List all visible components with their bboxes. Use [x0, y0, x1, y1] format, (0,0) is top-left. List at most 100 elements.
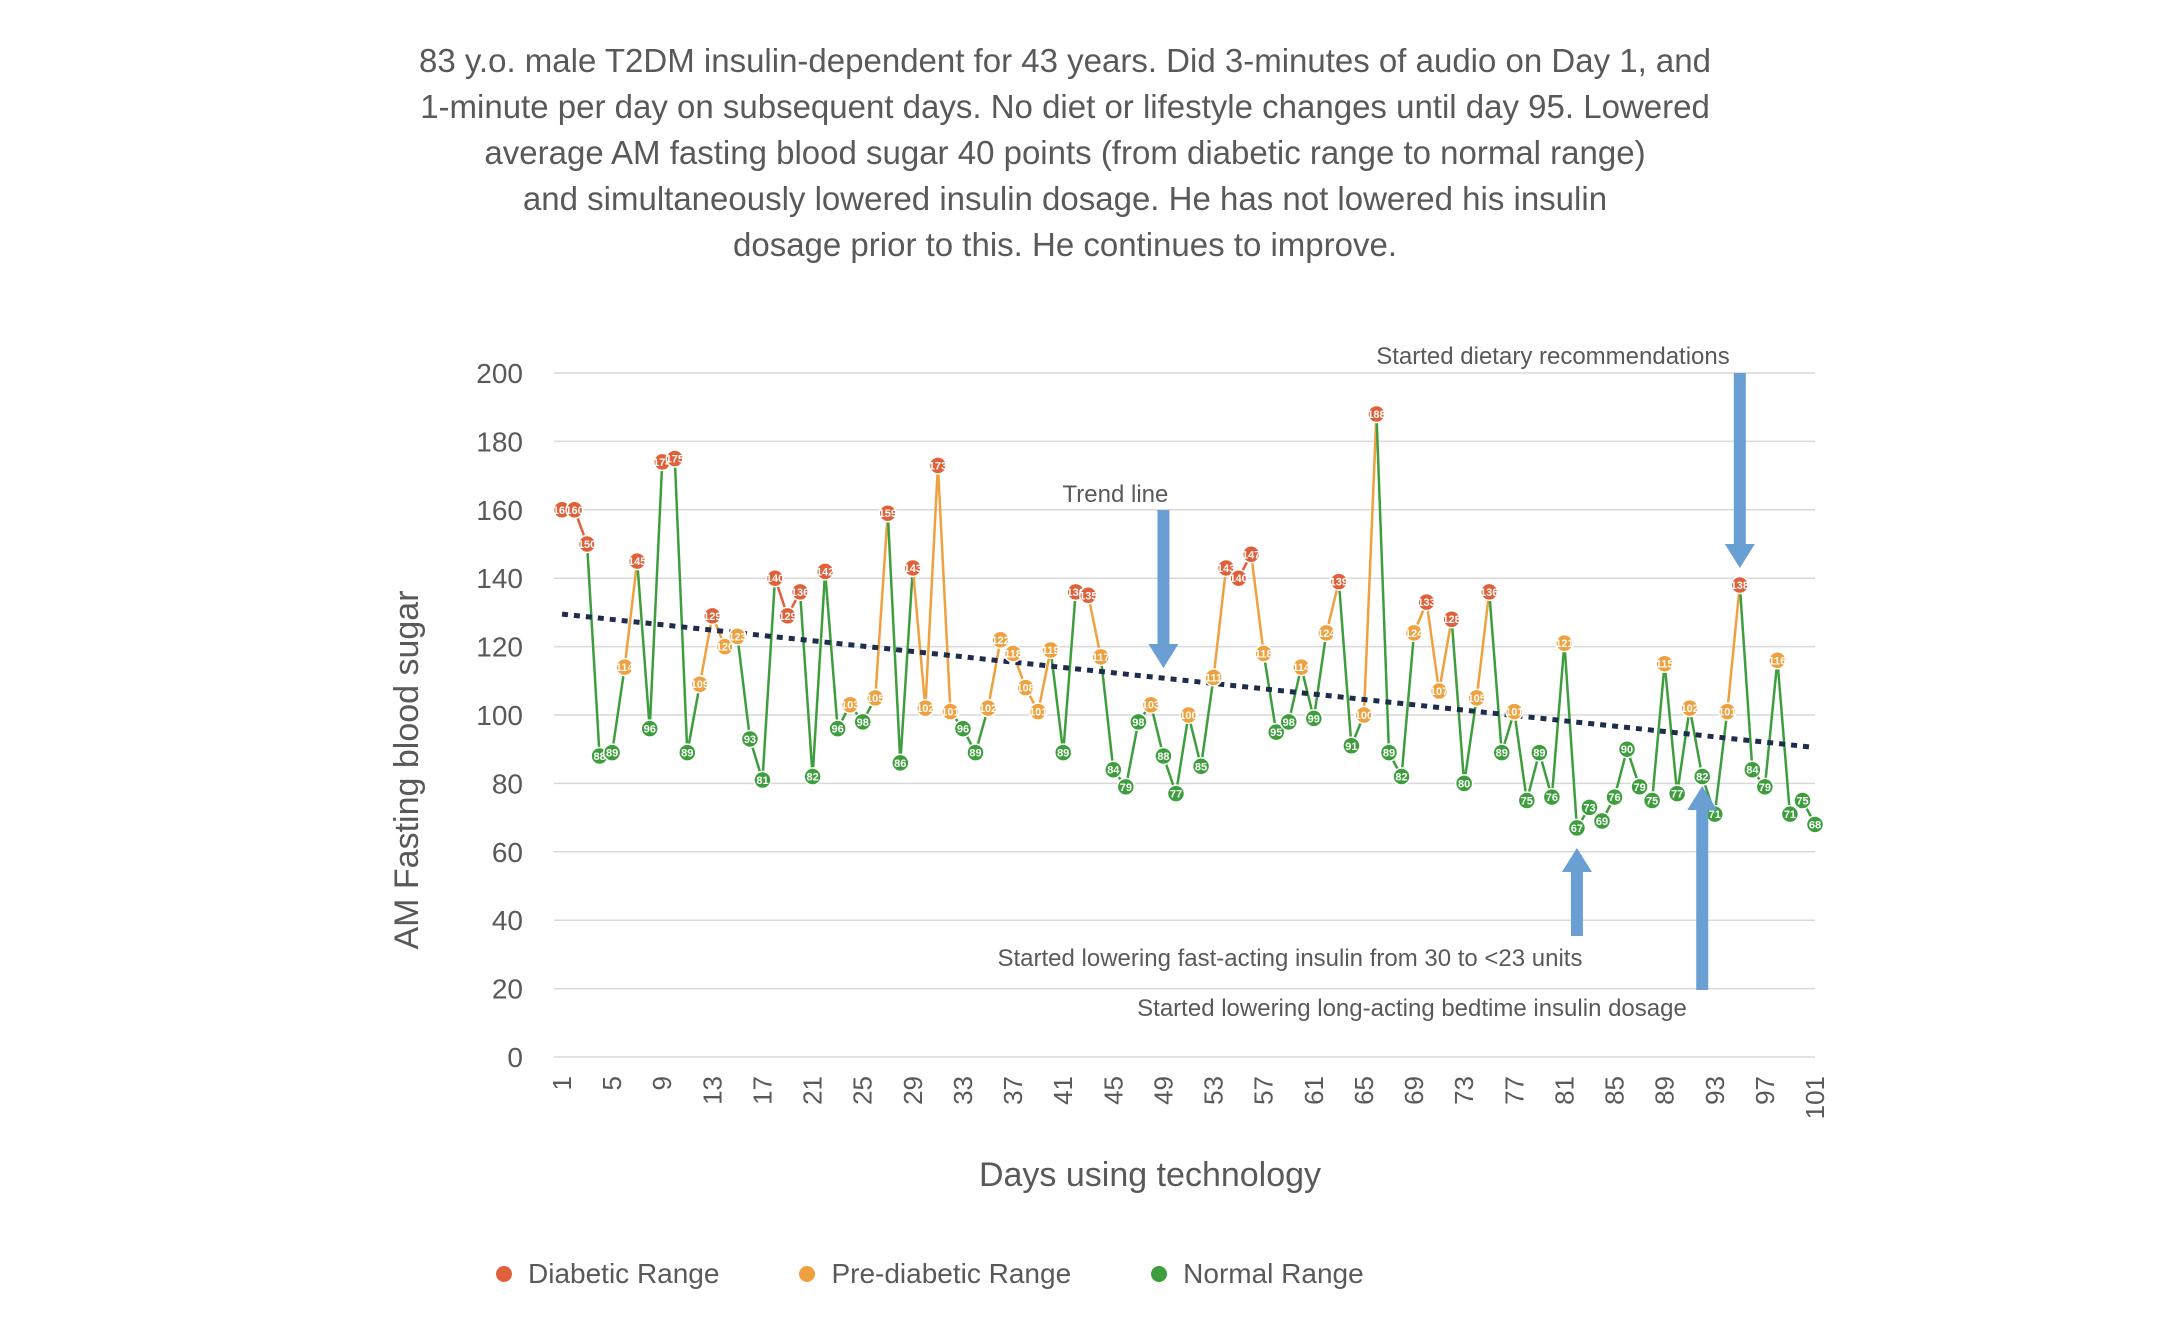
data-point [878, 503, 898, 523]
series-segment [1437, 619, 1453, 692]
data-point [991, 630, 1010, 650]
data-point [815, 562, 835, 581]
series-segment [936, 465, 952, 712]
data-point [1479, 582, 1499, 602]
data-point [1204, 668, 1223, 687]
data-point [690, 674, 710, 694]
data-point [715, 637, 735, 656]
series-segment [924, 465, 940, 709]
data-label: 159 [879, 508, 897, 520]
data-label: 99 [1308, 713, 1320, 725]
data-label: 115 [1656, 659, 1674, 671]
data-label: 68 [1809, 819, 1821, 831]
data-point [953, 719, 973, 738]
series-segment [1726, 584, 1742, 712]
data-label: 96 [644, 724, 656, 736]
series-segment [1036, 649, 1052, 712]
x-tick-label: 85 [1600, 1076, 1630, 1105]
data-label: 89 [1496, 748, 1508, 760]
data-label: 71 [1784, 809, 1796, 821]
data-label: 89 [606, 748, 618, 760]
data-label: 77 [1170, 789, 1182, 801]
data-point [728, 627, 747, 646]
data-label: 129 [778, 611, 796, 623]
series-segment [1738, 584, 1754, 770]
data-label: 188 [1367, 409, 1385, 421]
data-label: 76 [1546, 792, 1558, 804]
title-line-1: 83 y.o. male T2DM insulin-dependent for … [419, 42, 1711, 79]
data-point [1104, 760, 1123, 779]
data-label: 116 [1769, 655, 1787, 667]
x-tick-label: 41 [1048, 1076, 1078, 1105]
data-point [1542, 787, 1562, 807]
data-label: 101 [1718, 707, 1736, 719]
data-label: 119 [1042, 645, 1060, 657]
data-label: 118 [1255, 648, 1273, 660]
y-tick-label: 60 [492, 837, 523, 868]
x-tick-label: 33 [948, 1076, 978, 1105]
y-tick-label: 180 [476, 426, 523, 457]
data-point [740, 729, 760, 749]
data-label: 98 [1132, 717, 1144, 729]
data-point [1141, 695, 1161, 714]
series-segment [1087, 595, 1103, 658]
data-point [853, 712, 872, 732]
series-segment [736, 636, 752, 740]
title-line-5: dosage prior to this. He continues to im… [732, 226, 1397, 263]
series-segment [823, 571, 839, 729]
data-label: 101 [1029, 707, 1047, 719]
annotation-dietary: Started dietary recommendations [1376, 343, 1730, 370]
series-segment [761, 578, 777, 781]
x-tick-label: 65 [1349, 1076, 1379, 1105]
data-point [1555, 633, 1574, 653]
data-point [1091, 647, 1111, 667]
series-segment [1249, 554, 1265, 654]
data-point [1642, 791, 1662, 810]
data-point [803, 767, 822, 786]
data-label: 82 [806, 772, 818, 784]
data-point [665, 449, 685, 468]
y-tick-label: 0 [507, 1042, 523, 1073]
data-label: 109 [691, 679, 709, 691]
data-label: 133 [1417, 597, 1435, 609]
data-label: 75 [1796, 796, 1808, 808]
data-point [1417, 592, 1436, 612]
data-point [1404, 623, 1424, 643]
data-point [1442, 609, 1461, 629]
data-point [1292, 657, 1311, 677]
series-segment [1337, 581, 1353, 746]
data-point [1680, 698, 1699, 718]
data-label: 67 [1571, 823, 1583, 835]
data-point [1129, 712, 1148, 732]
annotation-arrows [1148, 373, 1755, 990]
data-point [1342, 736, 1361, 756]
data-label: 118 [1004, 648, 1022, 660]
series-segment [874, 513, 890, 698]
series-segment [1362, 413, 1378, 716]
data-label: 71 [1709, 809, 1721, 821]
data-label: 108 [1016, 683, 1034, 695]
arrow-trend-head [1148, 644, 1179, 668]
x-tick-label: 61 [1299, 1076, 1329, 1105]
data-point [866, 688, 885, 708]
series-segment [886, 513, 902, 763]
legend-label-diabetic: Diabetic Range [528, 1258, 720, 1289]
series-segment [1061, 591, 1077, 753]
data-label: 136 [1480, 587, 1498, 599]
trend-line [561, 611, 1816, 750]
data-label: 100 [1355, 710, 1373, 722]
data-label: 105 [866, 693, 884, 705]
x-tick-label: 37 [998, 1076, 1028, 1105]
series-segment [1262, 653, 1278, 733]
data-point [778, 606, 797, 626]
data-point [1041, 640, 1060, 660]
data-label: 117 [1092, 652, 1110, 664]
x-tick-label: 17 [747, 1076, 777, 1105]
data-label: 135 [1079, 590, 1097, 602]
series-segment [1663, 663, 1679, 794]
data-label: 82 [1395, 772, 1407, 784]
data-point [1003, 644, 1023, 663]
gridlines [554, 372, 1815, 1058]
data-label: 140 [766, 573, 784, 585]
